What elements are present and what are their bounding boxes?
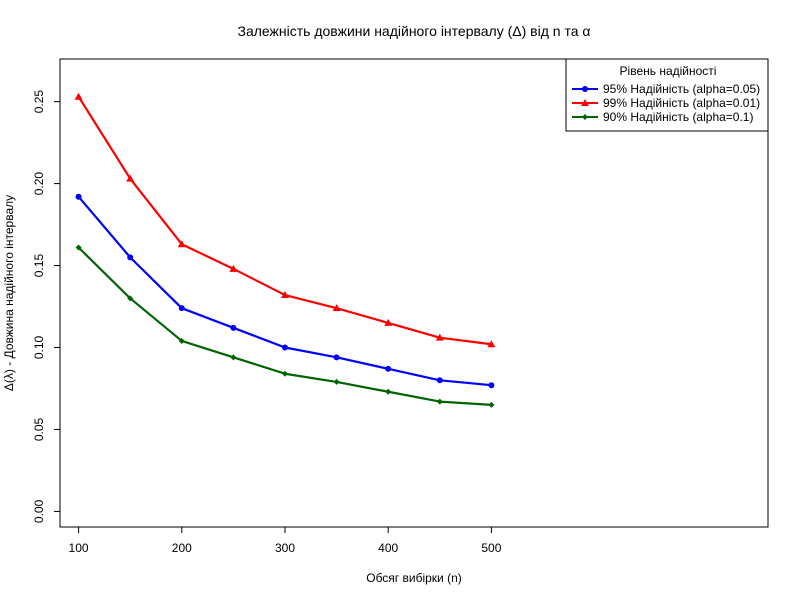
- y-tick-label: 0.00: [32, 499, 46, 523]
- y-tick-label: 0.15: [32, 254, 46, 278]
- data-point: [488, 382, 495, 389]
- data-point: [332, 304, 341, 312]
- legend-label: 99% Надійність (alpha=0.01): [603, 96, 760, 110]
- series-3: [75, 244, 495, 408]
- data-point: [436, 377, 443, 384]
- chart-title: Залежність довжини надійного інтервалу (…: [238, 23, 591, 39]
- data-point: [281, 344, 288, 351]
- legend-item: 90% Надійність (alpha=0.1): [572, 110, 753, 124]
- plot-frame: [59, 58, 769, 528]
- data-point: [435, 333, 444, 341]
- series-2: [74, 92, 496, 348]
- x-axis: 100 200 300 400 500: [69, 527, 502, 555]
- data-point: [74, 92, 83, 100]
- x-tick-label: 100: [69, 541, 89, 555]
- data-point: [384, 318, 393, 326]
- y-tick-label: 0.20: [32, 172, 46, 196]
- data-point: [281, 370, 288, 377]
- data-point: [333, 354, 340, 361]
- legend-swatch-marker: [582, 86, 588, 92]
- x-tick-label: 500: [481, 541, 501, 555]
- data-point: [229, 264, 238, 272]
- legend-swatch-marker: [581, 99, 589, 106]
- legend-title: Рівень надійності: [620, 64, 717, 78]
- legend-item: 95% Надійність (alpha=0.05): [572, 82, 760, 96]
- data-point: [127, 295, 134, 302]
- x-axis-label: Обсяг вибірки (n): [366, 571, 462, 585]
- data-point: [178, 305, 185, 312]
- data-point: [385, 388, 392, 395]
- y-axis: 0.00 0.05 0.10 0.15 0.20 0.25: [32, 90, 60, 523]
- data-point: [127, 254, 134, 261]
- y-axis-label: Δ(λ) - Довжина надійного інтервалу: [2, 195, 16, 391]
- data-point: [436, 398, 443, 405]
- data-point: [177, 240, 186, 248]
- data-point: [487, 340, 496, 348]
- data-point: [385, 365, 392, 372]
- data-point: [75, 193, 82, 200]
- legend: Рівень надійності 95% Надійність (alpha=…: [565, 58, 769, 132]
- legend-items: 95% Надійність (alpha=0.05)99% Надійніст…: [572, 82, 760, 124]
- legend-box: [565, 58, 769, 132]
- data-point: [488, 401, 495, 408]
- series-layer: [74, 92, 496, 408]
- series-line: [77, 195, 492, 387]
- data-point: [230, 354, 237, 361]
- data-point: [333, 378, 340, 385]
- y-tick-label: 0.05: [32, 417, 46, 441]
- data-point: [178, 337, 185, 344]
- data-point: [230, 324, 237, 331]
- x-tick-label: 300: [275, 541, 295, 555]
- legend-item: 99% Надійність (alpha=0.01): [572, 96, 760, 110]
- legend-label: 90% Надійність (alpha=0.1): [603, 110, 753, 124]
- x-tick-label: 200: [172, 541, 192, 555]
- legend-swatch-marker: [582, 114, 588, 120]
- series-1: [75, 193, 495, 389]
- y-tick-label: 0.10: [32, 336, 46, 360]
- data-point: [75, 244, 82, 251]
- x-tick-label: 400: [378, 541, 398, 555]
- y-tick-label: 0.25: [32, 90, 46, 114]
- data-point: [126, 174, 135, 182]
- data-point: [280, 291, 289, 299]
- legend-label: 95% Надійність (alpha=0.05): [603, 82, 760, 96]
- series-line: [77, 246, 492, 406]
